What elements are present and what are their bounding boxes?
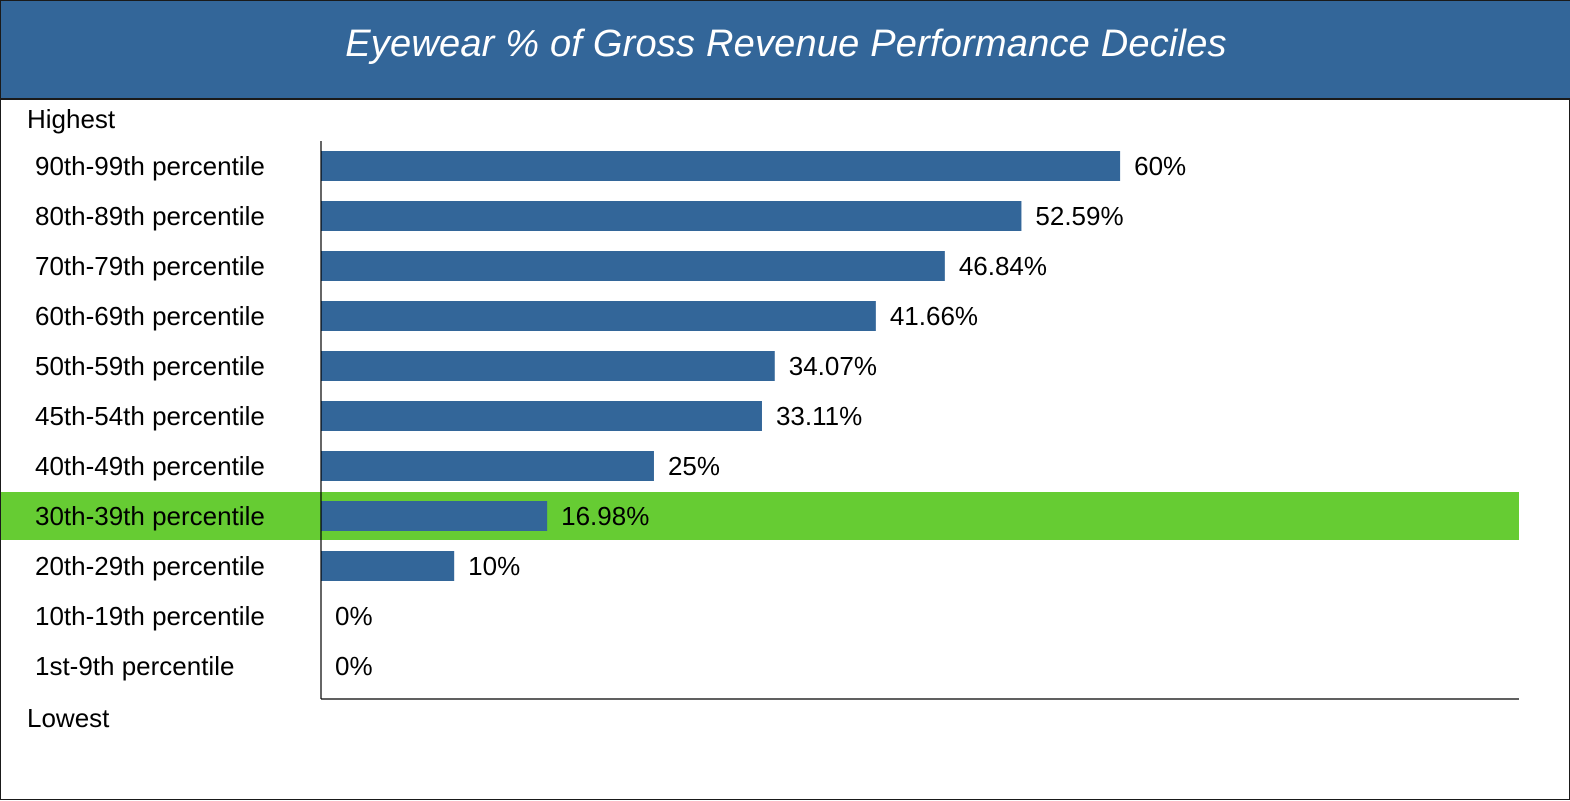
data-label: 52.59%: [1035, 201, 1123, 231]
data-label: 33.11%: [776, 401, 862, 431]
scale-highest-label: Highest: [27, 104, 116, 134]
data-label: 0%: [335, 651, 373, 681]
bar: [321, 401, 762, 431]
data-label: 10%: [468, 551, 520, 581]
category-label: 90th-99th percentile: [35, 151, 265, 181]
category-label: 70th-79th percentile: [35, 251, 265, 281]
category-label: 30th-39th percentile: [35, 501, 265, 531]
bar: [321, 501, 548, 531]
scale-lowest-label: Lowest: [27, 703, 110, 733]
data-label: 34.07%: [789, 351, 877, 381]
chart-title: Eyewear % of Gross Revenue Performance D…: [345, 23, 1227, 65]
chart-header: Eyewear % of Gross Revenue Performance D…: [1, 1, 1570, 100]
category-label: 40th-49th percentile: [35, 451, 265, 481]
bar: [321, 301, 876, 331]
bar: [321, 201, 1022, 231]
category-label: 80th-89th percentile: [35, 201, 265, 231]
data-label: 41.66%: [890, 301, 978, 331]
bar: [321, 251, 945, 281]
category-label: 1st-9th percentile: [35, 651, 234, 681]
bar: [321, 551, 455, 581]
category-label: 20th-29th percentile: [35, 551, 265, 581]
data-label: 0%: [335, 601, 373, 631]
data-label: 60%: [1134, 151, 1186, 181]
category-label: 60th-69th percentile: [35, 301, 265, 331]
bar: [321, 351, 775, 381]
data-label: 16.98%: [561, 501, 649, 531]
data-label: 46.84%: [959, 251, 1047, 281]
category-label: 45th-54th percentile: [35, 401, 265, 431]
category-label: 50th-59th percentile: [35, 351, 265, 381]
category-label: 10th-19th percentile: [35, 601, 265, 631]
bar: [321, 151, 1121, 181]
data-label: 25%: [668, 451, 720, 481]
highlight-band: [1, 492, 1519, 540]
bar: [321, 451, 654, 481]
